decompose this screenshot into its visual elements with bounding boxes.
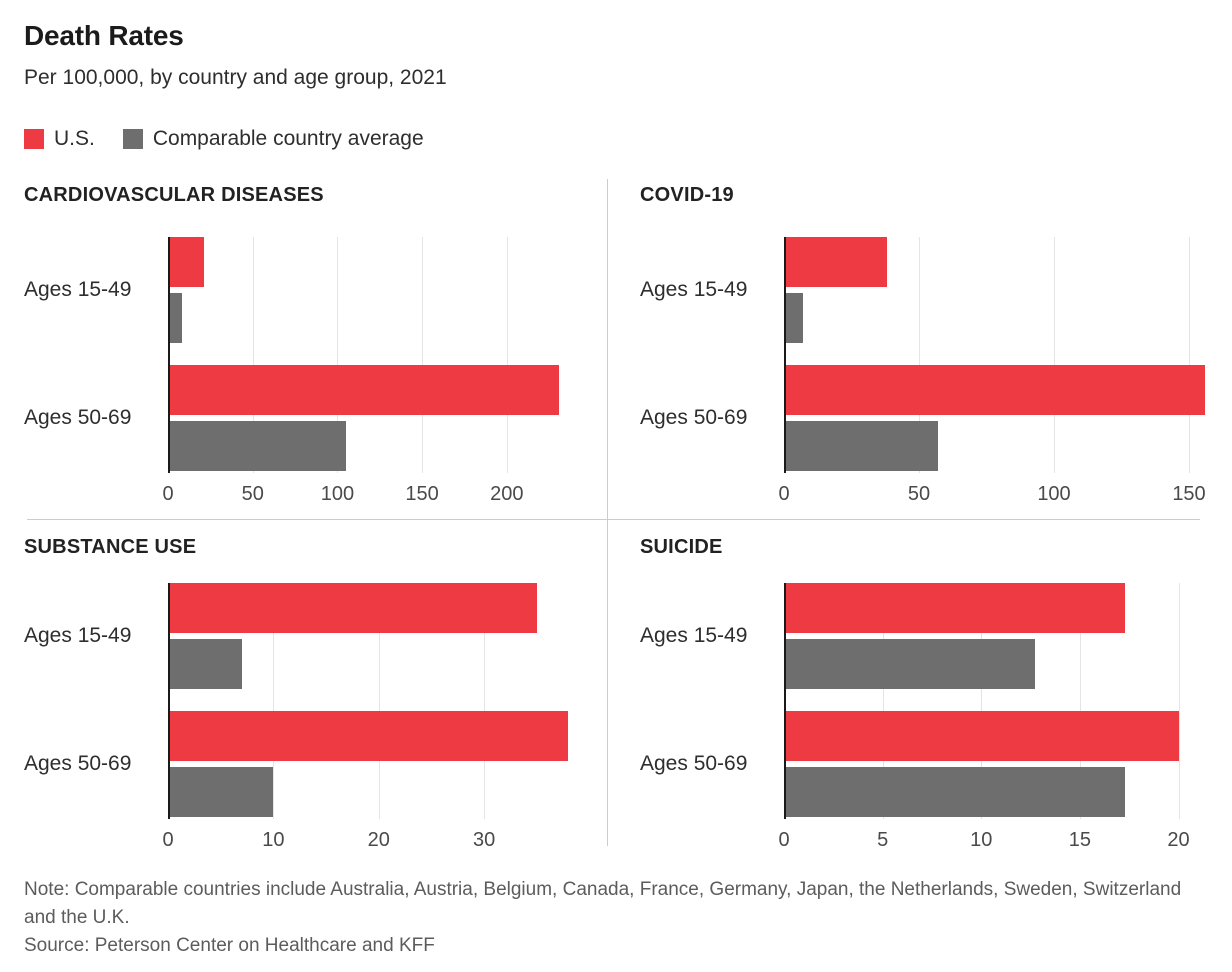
x-tick-label-150: 150 — [1172, 483, 1206, 505]
legend-item-average: Comparable country average — [122, 127, 424, 151]
vertical-panel-divider — [607, 179, 608, 846]
category-label-ages-15-49: Ages 15-49 — [24, 624, 132, 647]
average-legend-swatch — [122, 129, 143, 149]
panel-cardiovascular-diseases: CARDIOVASCULAR DISEASES 0 50 100 150 200 Ages… — [0, 179, 616, 519]
average-bar-ages-15-49 — [168, 639, 242, 689]
gridline-x-150 — [422, 237, 424, 473]
zero-axis-line — [168, 583, 170, 819]
average-bar-ages-50-69 — [784, 767, 1126, 817]
x-tick-label-15: 15 — [1068, 829, 1091, 851]
panel-row-top: CARDIOVASCULAR DISEASES 0 50 100 150 200 Ages… — [0, 179, 1232, 519]
gridline-x-5 — [882, 583, 884, 819]
panel-row-bottom: SUBSTANCE USE 0 10 20 30 Ages 15-49 Ages 50-6… — [0, 519, 1232, 856]
category-label-ages-50-69: Ages 50-69 — [640, 406, 748, 429]
horizontal-panel-divider — [27, 519, 1200, 520]
gridline-x-10 — [981, 583, 983, 819]
us-bar-ages-50-69 — [784, 365, 1206, 415]
x-tick-label-50: 50 — [241, 483, 264, 505]
zero-axis-line — [784, 583, 786, 819]
x-tick-label-0: 0 — [778, 483, 790, 505]
chart-header: Death Rates Per 100,000, by country and … — [0, 20, 1232, 91]
us-bar-ages-50-69 — [784, 711, 1179, 761]
x-tick-label-200: 200 — [490, 483, 524, 505]
panel-substance-use: SUBSTANCE USE 0 10 20 30 Ages 15-49 Ages 50-6… — [0, 519, 616, 856]
average-bar-ages-15-49 — [168, 293, 182, 343]
x-tick-label-0: 0 — [162, 483, 174, 505]
gridline-x-100 — [1054, 237, 1055, 473]
average-bar-ages-50-69 — [168, 767, 274, 817]
gridline-x-200 — [506, 237, 508, 473]
gridline-x-100 — [337, 237, 339, 473]
legend-item-us: U.S. — [24, 127, 95, 151]
panel-suicide: SUICIDE 0 5 10 15 20 Ages 15-49 Ages 50-69 — [616, 519, 1232, 856]
us-bar-ages-50-69 — [168, 365, 560, 415]
zero-axis-line — [784, 237, 786, 473]
us-bar-ages-15-49 — [168, 237, 204, 287]
plot-area: 0 5 10 15 20 Ages 15-49 Ages 50-69 — [640, 583, 1216, 851]
average-bar-ages-15-49 — [784, 293, 803, 343]
chart-footer: Note: Comparable countries include Austr… — [24, 876, 1208, 960]
us-legend-swatch — [24, 129, 44, 149]
source-text: Source: Peterson Center on Healthcare an… — [24, 935, 435, 956]
x-tick-label-20: 20 — [1167, 829, 1190, 851]
panel-title: SUICIDE — [640, 536, 723, 558]
panel-covid-19: COVID-19 0 50 100 150 Ages 15-49 Ages 50-69 — [616, 179, 1232, 519]
panel-title: COVID-19 — [640, 184, 734, 206]
panel-grid: CARDIOVASCULAR DISEASES 0 50 100 150 200 Ages… — [0, 179, 1232, 856]
x-tick-label-150: 150 — [405, 483, 439, 505]
category-label-ages-15-49: Ages 15-49 — [24, 278, 132, 301]
legend-label-average: Comparable country average — [152, 127, 424, 150]
x-tick-label-30: 30 — [472, 829, 496, 851]
x-tick-label-20: 20 — [367, 829, 390, 851]
gridline-x-50 — [919, 237, 920, 473]
average-bar-ages-15-49 — [784, 639, 1035, 689]
average-bar-ages-50-69 — [168, 421, 346, 471]
page-subtitle: Per 100,000, by country and age group, 2… — [24, 66, 447, 89]
plot-area: 0 10 20 30 Ages 15-49 Ages 50-69 — [24, 583, 600, 851]
panel-title: CARDIOVASCULAR DISEASES — [24, 184, 324, 206]
gridline-x-30 — [484, 583, 486, 819]
zero-axis-line — [168, 237, 170, 473]
x-tick-label-0: 0 — [162, 829, 174, 851]
us-bar-ages-15-49 — [168, 583, 537, 633]
gridline-x-10 — [273, 583, 275, 819]
us-bar-ages-50-69 — [168, 711, 569, 761]
category-label-ages-50-69: Ages 50-69 — [24, 406, 132, 429]
category-label-ages-15-49: Ages 15-49 — [640, 278, 748, 301]
legend: U.S. Comparable country average — [24, 127, 1208, 151]
gridline-x-150 — [1189, 237, 1190, 473]
x-tick-label-5: 5 — [877, 829, 889, 851]
x-tick-label-10: 10 — [262, 829, 285, 851]
gridline-x-20 — [1178, 583, 1180, 819]
us-bar-ages-15-49 — [784, 583, 1126, 633]
x-tick-label-10: 10 — [970, 829, 993, 851]
average-bar-ages-50-69 — [784, 421, 938, 471]
x-tick-label-100: 100 — [320, 483, 355, 505]
gridline-x-50 — [252, 237, 254, 473]
plot-area: 0 50 100 150 200 Ages 15-49 Ages 50-69 — [24, 237, 600, 505]
x-tick-label-50: 50 — [907, 483, 931, 505]
gridline-x-15 — [1079, 583, 1081, 819]
panel-title: SUBSTANCE USE — [24, 536, 197, 558]
page-title: Death Rates — [24, 20, 184, 51]
gridline-x-20 — [378, 583, 380, 819]
category-label-ages-50-69: Ages 50-69 — [640, 752, 748, 775]
plot-area: 0 50 100 150 Ages 15-49 Ages 50-69 — [640, 237, 1216, 505]
legend-label-us: U.S. — [54, 127, 95, 150]
x-tick-label-0: 0 — [778, 829, 790, 851]
category-label-ages-15-49: Ages 15-49 — [640, 624, 748, 647]
x-tick-label-100: 100 — [1037, 483, 1071, 505]
note-text: Note: Comparable countries include Austr… — [24, 879, 1182, 928]
category-label-ages-50-69: Ages 50-69 — [24, 752, 132, 775]
us-bar-ages-15-49 — [784, 237, 887, 287]
